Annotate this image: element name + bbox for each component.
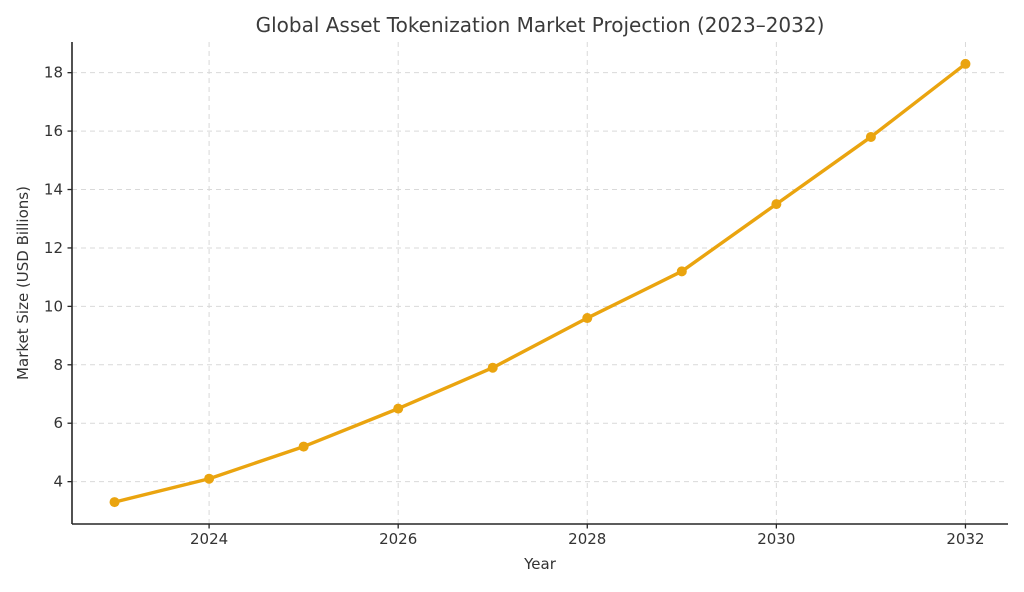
axes <box>67 42 1008 529</box>
y-tick-label: 8 <box>53 356 63 374</box>
x-tick-label: 2024 <box>190 530 228 548</box>
data-point <box>204 473 215 484</box>
y-tick-label: 18 <box>44 64 63 82</box>
tick-labels: 2024 2026 2028 2030 2032 4 6 8 10 12 14 16 18 <box>44 64 985 548</box>
data-point <box>865 131 876 142</box>
y-tick-label: 14 <box>44 181 63 199</box>
data-series <box>109 58 971 508</box>
chart-title: Global Asset Tokenization Market Project… <box>256 13 825 37</box>
data-point <box>109 497 120 508</box>
series-line <box>112 62 968 504</box>
gridlines <box>72 42 1008 524</box>
data-point <box>771 199 782 210</box>
x-tick-label: 2032 <box>946 530 984 548</box>
data-point <box>298 441 309 452</box>
y-axis-label: Market Size (USD Billions) <box>14 186 32 380</box>
x-axis-label: Year <box>523 555 557 573</box>
x-tick-label: 2026 <box>379 530 417 548</box>
data-point <box>393 403 404 414</box>
y-tick-label: 16 <box>44 122 63 140</box>
data-point <box>676 266 687 277</box>
data-point <box>960 58 971 69</box>
y-tick-label: 10 <box>44 297 63 315</box>
y-tick-label: 12 <box>44 239 63 257</box>
data-point <box>582 313 593 324</box>
x-tick-label: 2028 <box>568 530 606 548</box>
data-point <box>487 362 498 373</box>
y-tick-label: 6 <box>53 414 63 432</box>
y-tick-label: 4 <box>53 473 63 491</box>
x-tick-label: 2030 <box>757 530 795 548</box>
